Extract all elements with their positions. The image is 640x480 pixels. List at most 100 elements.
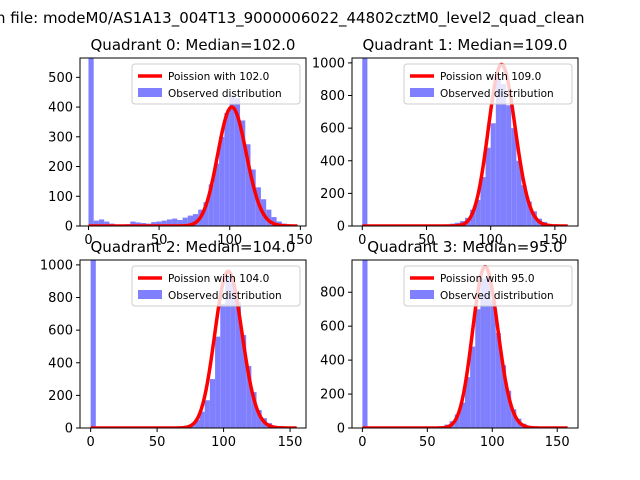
legend-swatch-observed xyxy=(138,290,162,299)
axes-frame xyxy=(351,57,579,227)
subplot-title: Quadrant 2: Median=104.0 xyxy=(91,238,296,256)
histogram-bar xyxy=(235,302,241,428)
x-tick-label: 0 xyxy=(358,435,366,450)
y-tick-label: 600 xyxy=(320,122,345,137)
histogram-bar xyxy=(224,113,230,226)
histogram-bar xyxy=(470,209,476,226)
histogram-bar xyxy=(194,419,200,428)
y-tick-label: 800 xyxy=(320,89,345,104)
subplot-quadrant-1: 0 50 100 150 0 200 400 600 800 1000 Quadrant 1: Me… xyxy=(312,36,579,248)
y-tick-label: 400 xyxy=(48,356,73,371)
histogram-bar xyxy=(480,177,486,226)
poisson-curve xyxy=(90,269,298,428)
histogram-bar xyxy=(130,221,136,226)
histogram-bar xyxy=(485,147,491,226)
histogram-bar xyxy=(480,278,486,428)
histogram-bar xyxy=(516,160,522,226)
y-tick-label: 300 xyxy=(48,130,73,145)
y-tick-label: 100 xyxy=(48,190,73,205)
histogram-bar xyxy=(485,276,491,428)
histogram-bar xyxy=(135,222,141,226)
y-tick-label: 800 xyxy=(48,291,73,306)
y-tick-label: 200 xyxy=(48,389,73,404)
x-tick-label: 100 xyxy=(478,233,503,248)
figure-suptitle: n file: modeM0/AS1A13_004T13_9000006022_… xyxy=(0,9,585,28)
histogram-bar xyxy=(229,95,235,226)
legend-box xyxy=(131,265,301,307)
plot-area xyxy=(361,260,569,428)
subplot-quadrant-0: 0 50 100 150 0 100 200 300 400 500 Quadrant 0: Med… xyxy=(48,36,313,248)
y-tick-label: 600 xyxy=(320,320,345,335)
histogram-bar xyxy=(495,332,501,428)
x-tick-label: 150 xyxy=(288,233,313,248)
legend-label-poisson: Poission with 104.0 xyxy=(168,273,269,285)
plot-area xyxy=(90,260,298,428)
histogram-bar xyxy=(204,400,210,428)
histogram-bar xyxy=(521,185,527,226)
x-tick-label: 100 xyxy=(480,435,505,450)
histogram-bar xyxy=(506,105,512,226)
histogram-bar xyxy=(470,346,476,428)
histogram-bar xyxy=(506,390,512,428)
x-tick-label: 0 xyxy=(358,233,366,248)
histogram-bar xyxy=(177,220,183,226)
y-tick-label: 0 xyxy=(337,422,345,437)
legend-label-observed: Observed distribution xyxy=(168,290,282,302)
legend-swatch-observed xyxy=(138,88,162,97)
y-tick-label: 0 xyxy=(337,220,345,235)
histogram-bar xyxy=(187,215,193,226)
x-tick-label: 150 xyxy=(278,435,303,450)
histogram-bar xyxy=(251,392,257,428)
histogram-bar xyxy=(172,218,178,226)
histogram-bar xyxy=(454,414,460,428)
legend-swatch-observed xyxy=(410,88,434,97)
histogram-bar xyxy=(240,120,246,226)
subplot-title: Quadrant 1: Median=109.0 xyxy=(363,36,568,54)
legend-box xyxy=(403,265,573,307)
y-tick-label: 400 xyxy=(320,354,345,369)
x-tick-label: 100 xyxy=(211,435,236,450)
y-tick-label: 200 xyxy=(320,388,345,403)
subplot-title: Quadrant 3: Median=95.0 xyxy=(367,238,562,256)
x-tick-label: 50 xyxy=(149,435,166,450)
histogram-bar xyxy=(459,402,465,428)
plot-area xyxy=(88,58,298,226)
histogram-bar xyxy=(208,184,214,226)
histogram-bar xyxy=(193,214,199,226)
plot-area xyxy=(361,58,569,226)
histogram-bar xyxy=(271,217,277,226)
axes-frame xyxy=(351,259,579,429)
legend-label-observed: Observed distribution xyxy=(440,290,554,302)
legend-label-poisson: Poission with 102.0 xyxy=(168,71,269,83)
y-tick-label: 200 xyxy=(320,187,345,202)
histogram-bar xyxy=(246,366,252,428)
subplot-quadrant-3: 0 50 100 150 0 200 400 600 800 Quadrant 3: Median… xyxy=(320,238,579,450)
histogram-bar xyxy=(256,410,262,428)
y-tick-label: 500 xyxy=(48,71,73,86)
x-tick-label: 50 xyxy=(419,435,436,450)
histogram-bar xyxy=(88,58,94,226)
histogram-bar xyxy=(500,84,507,226)
histogram-bar xyxy=(245,144,251,226)
histogram-bar xyxy=(166,219,173,226)
legend-swatch-observed xyxy=(410,290,434,299)
y-tick-label: 200 xyxy=(48,160,73,175)
histogram-bar xyxy=(511,409,517,428)
histogram-bar xyxy=(511,128,517,226)
legend-label-observed: Observed distribution xyxy=(168,88,282,100)
poisson-curve xyxy=(88,105,298,226)
x-tick-label: 50 xyxy=(151,233,168,248)
histogram-bar xyxy=(219,136,225,226)
legend-label-observed: Observed distribution xyxy=(440,88,554,100)
histogram-bar xyxy=(90,260,96,428)
histogram-bar xyxy=(465,377,471,428)
x-tick-label: 150 xyxy=(542,233,567,248)
subplot-quadrant-2: 0 50 100 150 0 200 400 600 800 1000 Quadrant 2: Me… xyxy=(40,238,307,450)
y-tick-label: 800 xyxy=(320,286,345,301)
legend-label-poisson: Poission with 95.0 xyxy=(440,273,535,285)
histogram-bar xyxy=(500,365,507,428)
y-tick-label: 1000 xyxy=(312,56,345,71)
histogram-bar xyxy=(213,163,220,226)
histogram-bar xyxy=(156,221,162,226)
histogram-bar xyxy=(490,123,496,226)
